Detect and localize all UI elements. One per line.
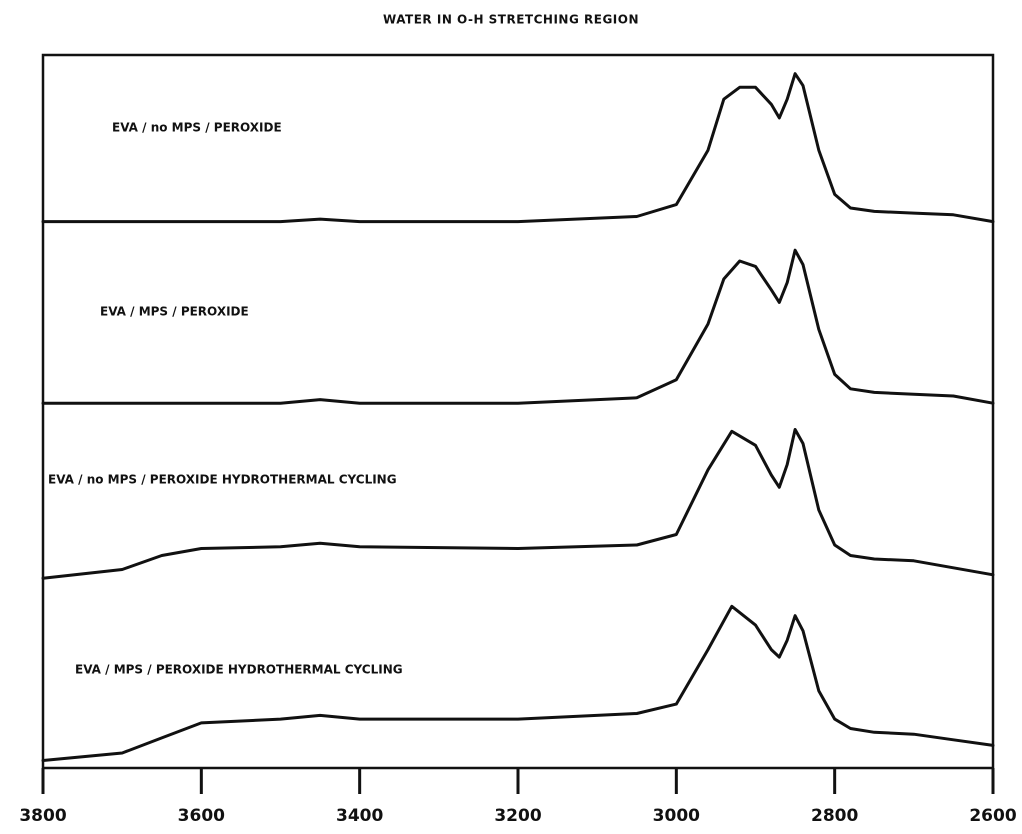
x-tick-label: 3800	[19, 806, 66, 826]
trace-label: EVA / MPS / PEROXIDE HYDROTHERMAL CYCLIN…	[75, 663, 403, 677]
spectrum-line	[41, 604, 995, 762]
chart-title: WATER IN O-H STRETCHING REGION	[383, 13, 639, 27]
x-tick-label: 3600	[178, 806, 225, 826]
plot-frame	[41, 53, 995, 770]
spectrum-line	[41, 248, 995, 405]
x-tick-label: 3000	[653, 806, 700, 826]
x-tick-label: 3200	[494, 806, 541, 826]
x-tick-label: 3400	[336, 806, 383, 826]
x-tick-label: 2800	[811, 806, 858, 826]
spectrum-line	[41, 72, 995, 224]
trace-label: EVA / no MPS / PEROXIDE	[112, 121, 282, 135]
trace-label: EVA / no MPS / PEROXIDE HYDROTHERMAL CYC…	[48, 473, 397, 487]
spectrum-line	[41, 428, 995, 580]
trace-label: EVA / MPS / PEROXIDE	[100, 305, 249, 319]
x-tick-label: 2600	[969, 806, 1016, 826]
